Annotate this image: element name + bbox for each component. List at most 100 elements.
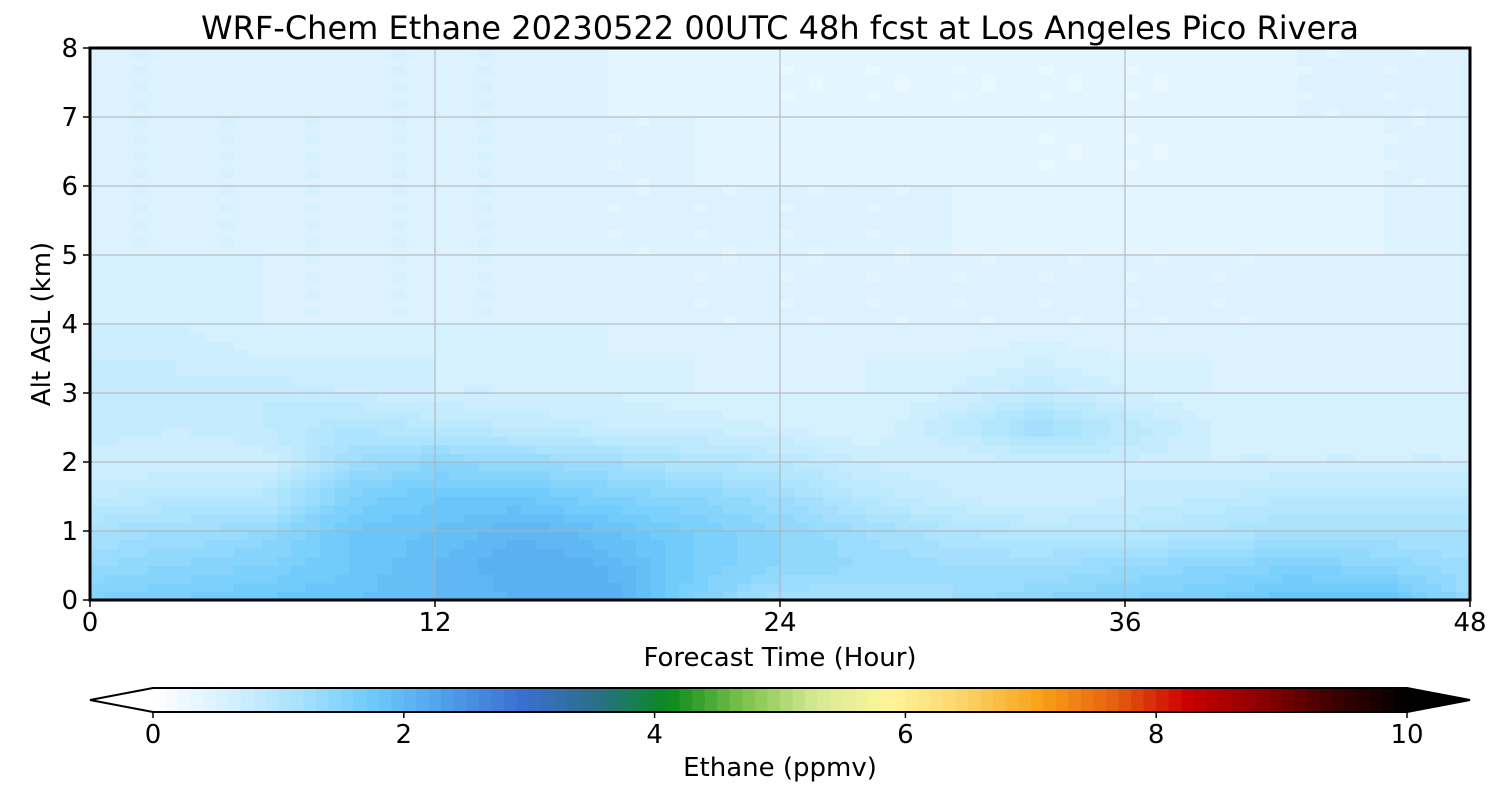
heatmap-cell (1010, 548, 1025, 558)
heatmap-cell (837, 487, 853, 498)
heatmap-cell (1268, 298, 1284, 308)
heatmap-cell (909, 444, 925, 454)
heatmap-cell (923, 168, 939, 178)
heatmap-cell (550, 272, 565, 282)
heatmap-cell (118, 367, 134, 377)
heatmap-cell (420, 574, 436, 584)
heatmap-cell (851, 384, 867, 394)
heatmap-cell (1168, 556, 1184, 567)
heatmap-cell (736, 315, 752, 325)
heatmap-cell (478, 177, 494, 187)
heatmap-cell (1196, 565, 1212, 575)
heatmap-cell (535, 306, 551, 316)
heatmap-cell (1125, 220, 1140, 230)
heatmap-cell (320, 418, 335, 429)
heatmap-cell (233, 194, 249, 204)
heatmap-cell (564, 151, 580, 161)
heatmap-cell (1441, 255, 1457, 265)
heatmap-cell (1369, 151, 1385, 161)
heatmap-cell (435, 591, 450, 601)
heatmap-cell (1139, 462, 1155, 472)
heatmap-cell (363, 367, 379, 377)
heatmap-cell (1168, 410, 1184, 420)
heatmap-cell (923, 505, 939, 515)
heatmap-cell (1340, 393, 1356, 403)
heatmap-cell (1254, 375, 1270, 385)
heatmap-cell (751, 531, 767, 541)
heatmap-cell (636, 280, 652, 291)
heatmap-cell (377, 194, 393, 204)
heatmap-cell (391, 582, 407, 592)
heatmap-cell (851, 177, 867, 187)
heatmap-cell (334, 367, 350, 377)
heatmap-cell (1139, 522, 1155, 532)
heatmap-cell (334, 470, 350, 480)
heatmap-cell (995, 384, 1011, 394)
heatmap-cell (621, 298, 637, 308)
heatmap-cell (722, 591, 738, 601)
heatmap-cell (722, 298, 738, 308)
heatmap-cell (233, 565, 249, 575)
heatmap-cell (176, 349, 192, 360)
heatmap-cell (1340, 505, 1356, 515)
heatmap-cell (1355, 565, 1370, 575)
heatmap-cell (751, 513, 767, 523)
heatmap-cell (693, 160, 709, 170)
heatmap-cell (1067, 505, 1083, 515)
heatmap-cell (1383, 522, 1399, 532)
heatmap-cell (794, 168, 810, 178)
heatmap-cell (895, 401, 910, 411)
heatmap-cell (1153, 203, 1169, 213)
heatmap-cell (679, 479, 695, 489)
heatmap-cell (1326, 280, 1342, 291)
heatmap-cell (880, 539, 896, 549)
heatmap-cell (1024, 556, 1040, 567)
heatmap-cell (621, 358, 637, 368)
heatmap-cell (636, 556, 652, 567)
heatmap-cell (981, 211, 997, 222)
heatmap-cell (133, 591, 149, 601)
heatmap-cell (449, 168, 465, 178)
heatmap-cell (492, 298, 508, 308)
heatmap-cell (161, 393, 177, 403)
heatmap-cell (348, 401, 364, 411)
heatmap-cell (1038, 565, 1054, 575)
heatmap-cell (377, 436, 393, 446)
heatmap-cell (420, 280, 436, 291)
heatmap-cell (909, 272, 925, 282)
heatmap-cell (995, 324, 1011, 334)
heatmap-cell (1398, 341, 1414, 351)
heatmap-cell (708, 349, 724, 360)
heatmap-cell (391, 194, 407, 204)
heatmap-cell (780, 565, 795, 575)
heatmap-cell (722, 358, 738, 368)
heatmap-cell (420, 505, 436, 515)
heatmap-cell (1383, 151, 1399, 161)
heatmap-cell (1053, 548, 1069, 558)
heatmap-cell (1254, 418, 1270, 429)
heatmap-cell (133, 470, 149, 480)
heatmap-cell (1067, 513, 1083, 523)
heatmap-cell (1283, 255, 1299, 265)
heatmap-cell (1182, 229, 1198, 239)
heatmap-cell (90, 306, 105, 316)
heatmap-cell (1081, 194, 1097, 204)
heatmap-cell (348, 393, 364, 403)
heatmap-cell (133, 522, 149, 532)
heatmap-cell (420, 289, 436, 299)
heatmap-cell (176, 513, 192, 523)
heatmap-cell (1196, 211, 1212, 222)
heatmap-cell (593, 151, 609, 161)
heatmap-cell (593, 160, 609, 170)
heatmap-cell (1110, 436, 1126, 446)
heatmap-cell (1038, 444, 1054, 454)
heatmap-cell (1455, 229, 1471, 239)
heatmap-cell (147, 315, 163, 325)
heatmap-cell (1412, 255, 1428, 265)
heatmap-cell (133, 462, 149, 472)
heatmap-cell (90, 427, 105, 437)
heatmap-cell (1225, 194, 1241, 204)
heatmap-cell (233, 177, 249, 187)
heatmap-cell (305, 186, 321, 196)
heatmap-cell (607, 462, 623, 472)
